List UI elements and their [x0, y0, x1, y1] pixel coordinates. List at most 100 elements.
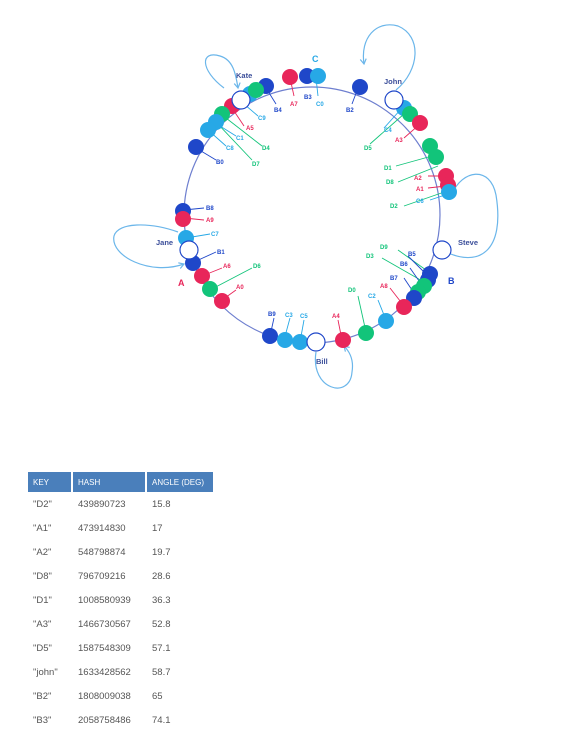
point-label-b7: B7 [390, 276, 398, 282]
cell-key: "B3" [33, 714, 52, 726]
cell-key: "D5" [33, 642, 52, 654]
table-row: "D5" 1587548309 57.1 [28, 636, 213, 660]
group-label-c: C [312, 54, 319, 64]
table-row: "B3" 2058758486 74.1 [28, 708, 213, 732]
cell-key: "D8" [33, 570, 52, 582]
table-header-row: KEY HASH ANGLE (DEG) [28, 472, 213, 492]
point-label-b9: B9 [268, 312, 276, 318]
cell-angle: 52.8 [152, 618, 171, 630]
point-label-d6: D6 [253, 264, 261, 270]
point-label-d2: D2 [390, 204, 398, 210]
cell-angle: 19.7 [152, 546, 171, 558]
point-label-b8: B8 [206, 206, 214, 212]
point-c6 [441, 184, 457, 200]
point-label-c7: C7 [211, 232, 219, 238]
point-label-a9: A9 [206, 218, 214, 224]
cell-hash: 1466730567 [78, 618, 131, 630]
point-a4 [335, 332, 351, 348]
point-label-a3: A3 [395, 138, 403, 144]
consistent-hash-ring-diagram: Kate John Steve Bill Jane C B A B4 B3 A7… [113, 24, 499, 389]
point-c5 [292, 334, 308, 350]
point-label-a7: A7 [290, 102, 298, 108]
point-label-b3: B3 [304, 95, 312, 101]
point-d8 [428, 149, 444, 165]
point-label-a6: A6 [223, 264, 231, 270]
point-label-c6: C6 [416, 199, 424, 205]
cell-hash: 473914830 [78, 522, 126, 534]
cell-hash: 548798874 [78, 546, 126, 558]
point-a9 [175, 211, 191, 227]
point-a8 [396, 299, 412, 315]
point-label-c3: C3 [285, 313, 293, 319]
point-b9 [262, 328, 278, 344]
server-label-kate: Kate [236, 71, 252, 80]
cell-hash: 796709216 [78, 570, 126, 582]
point-b2 [352, 79, 368, 95]
cell-hash: 1008580939 [78, 594, 131, 606]
table-row: "D8" 796709216 28.6 [28, 564, 213, 588]
server-label-bill: Bill [316, 357, 328, 366]
cell-key: "D1" [33, 594, 52, 606]
server-node-steve [432, 240, 452, 260]
point-label-c8: C8 [226, 146, 234, 152]
server-label-steve: Steve [458, 238, 478, 247]
table-row: "A2" 548798874 19.7 [28, 540, 213, 564]
point-label-c4: C4 [384, 128, 392, 134]
cell-angle: 58.7 [152, 666, 171, 678]
cell-key: "D2" [33, 498, 52, 510]
point-label-b0: B0 [216, 160, 224, 166]
point-label-d0: D0 [348, 288, 356, 294]
server-label-jane: Jane [156, 238, 173, 247]
point-label-a1: A1 [416, 187, 424, 193]
point-a3 [412, 115, 428, 131]
point-label-a4: A4 [332, 314, 340, 320]
table-row: "A3" 1466730567 52.8 [28, 612, 213, 636]
table-row: "john" 1633428562 58.7 [28, 660, 213, 684]
point-label-c1: C1 [236, 136, 244, 142]
point-c2 [378, 313, 394, 329]
cell-key: "B2" [33, 690, 52, 702]
server-node-bill [306, 332, 326, 352]
point-d0 [358, 325, 374, 341]
point-label-d4: D4 [262, 146, 270, 152]
point-c3 [277, 332, 293, 348]
table-row: "A1" 473914830 17 [28, 516, 213, 540]
point-label-d7: D7 [252, 162, 260, 168]
point-a7 [282, 69, 298, 85]
jane-loop-arrow [113, 224, 186, 269]
header-key: KEY [28, 472, 71, 492]
cell-angle: 17 [152, 522, 163, 534]
kate-loop-arrow [204, 54, 241, 90]
cell-angle: 36.3 [152, 594, 171, 606]
table-row: "D1" 1008580939 36.3 [28, 588, 213, 612]
table-row: "D2" 439890723 15.8 [28, 492, 213, 516]
point-label-b4: B4 [274, 108, 282, 114]
cell-angle: 65 [152, 690, 163, 702]
cell-angle: 74.1 [152, 714, 171, 726]
cell-key: "A1" [33, 522, 52, 534]
cell-angle: 28.6 [152, 570, 171, 582]
point-label-a0: A0 [236, 285, 244, 291]
server-nodes [179, 90, 452, 352]
point-label-d8: D8 [386, 180, 394, 186]
point-label-c0: C0 [316, 102, 324, 108]
point-label-d3: D3 [366, 254, 374, 260]
header-angle: ANGLE (DEG) [147, 472, 213, 492]
john-loop-arrow [359, 24, 416, 91]
point-label-d5: D5 [364, 146, 372, 152]
point-label-c2: C2 [368, 294, 376, 300]
table-row: "B2" 1808009038 65 [28, 684, 213, 708]
point-label-a2: A2 [414, 176, 422, 182]
point-d4 [248, 82, 264, 98]
point-label-c5: C5 [300, 314, 308, 320]
cell-angle: 15.8 [152, 498, 171, 510]
point-label-a5: A5 [246, 126, 254, 132]
server-node-kate [231, 90, 251, 110]
point-b3 [299, 68, 315, 84]
point-label-c9: C9 [258, 116, 266, 122]
cell-angle: 57.1 [152, 642, 171, 654]
point-d6 [202, 281, 218, 297]
server-label-john: John [384, 77, 402, 86]
server-node-jane [179, 240, 199, 260]
cell-key: "john" [33, 666, 58, 678]
